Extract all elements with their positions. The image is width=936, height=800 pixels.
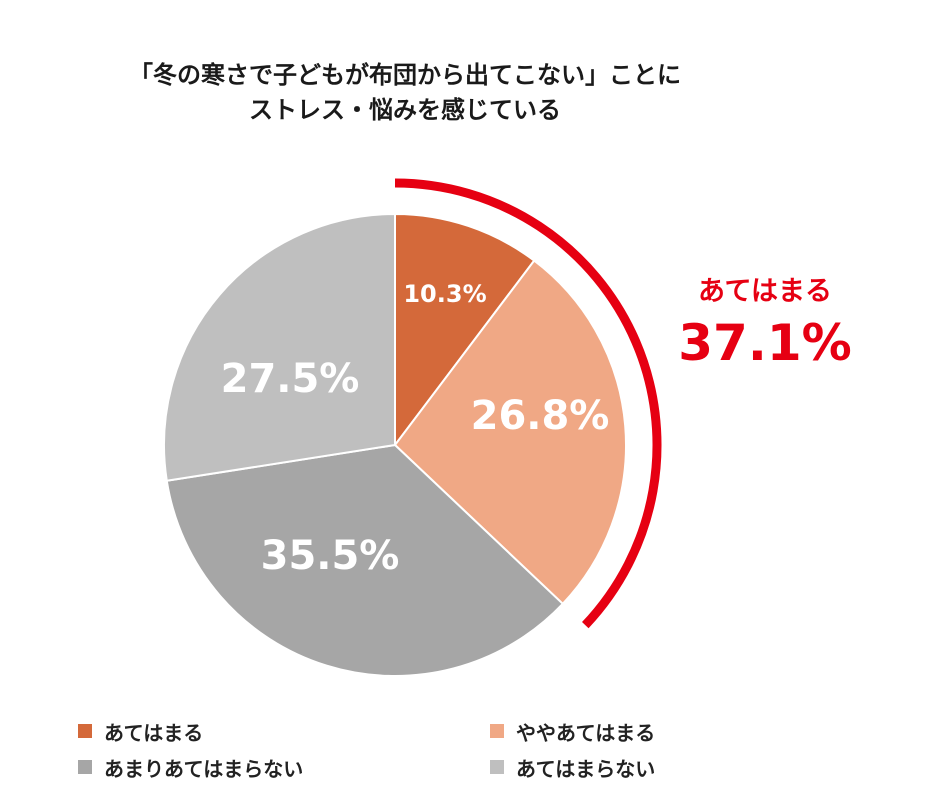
legend-swatch (78, 724, 92, 738)
chart-title-line2: ストレス・悩みを感じている (249, 96, 561, 124)
callout-label: あてはまる (698, 276, 832, 307)
chart-title: 「冬の寒さで子どもが布団から出てこない」ことに ストレス・悩みを感じている (0, 58, 810, 128)
legend-label: あてはまる (104, 720, 204, 745)
legend-swatch (490, 760, 504, 774)
summary-callout: あてはまる 37.1% (660, 272, 870, 374)
legend-item-not: あてはまらない (490, 752, 750, 782)
callout-value: 37.1% (678, 314, 852, 372)
pie-slice-0 (394, 212, 536, 448)
slice-label: 27.5% (221, 356, 360, 402)
pie-slice-3 (163, 212, 396, 482)
legend-label: あてはまらない (516, 756, 656, 781)
pie-slice-2 (165, 443, 565, 677)
legend-item-atehamaru: あてはまる (78, 716, 490, 746)
slice-label: 26.8% (471, 393, 610, 439)
legend-swatch (490, 724, 504, 738)
legend-label: ややあてはまる (516, 720, 656, 745)
legend: あてはまる ややあてはまる あまりあてはまらない あてはまらない (78, 716, 750, 782)
chart-title-line1: 「冬の寒さで子どもが布団から出てこない」ことに (129, 61, 681, 89)
slice-label: 35.5% (261, 533, 400, 579)
highlight-arc (394, 178, 662, 629)
legend-label: あまりあてはまらない (104, 756, 304, 781)
pie-slice-1 (393, 259, 627, 606)
legend-swatch (78, 760, 92, 774)
slice-label: 10.3% (403, 280, 486, 308)
legend-item-yaya: ややあてはまる (490, 716, 750, 746)
legend-item-amari: あまりあてはまらない (78, 752, 490, 782)
